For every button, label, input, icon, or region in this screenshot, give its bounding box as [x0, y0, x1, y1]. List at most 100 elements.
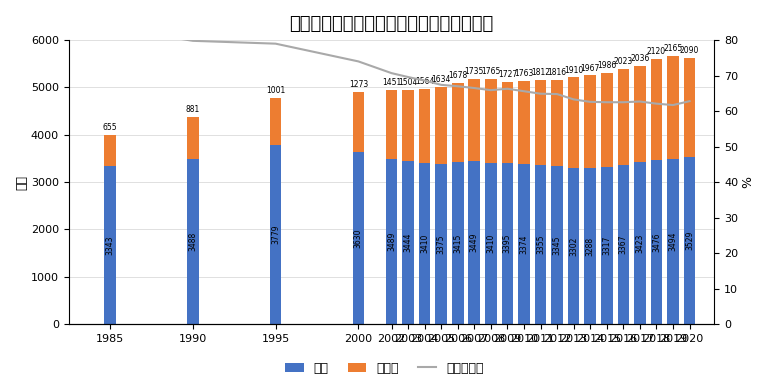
Bar	[651, 160, 662, 324]
Bar	[518, 81, 530, 165]
非正規割合	[685, 99, 694, 103]
Text: 1634: 1634	[431, 75, 451, 84]
Bar	[551, 166, 563, 324]
Text: 3395: 3395	[503, 234, 512, 254]
非正規割合	[619, 100, 628, 105]
Text: 3529: 3529	[685, 231, 694, 250]
非正規割合	[585, 99, 594, 104]
Text: 3410: 3410	[420, 234, 429, 253]
非正規割合	[503, 87, 512, 91]
Bar	[618, 69, 629, 165]
Bar	[684, 58, 695, 157]
Text: 1816: 1816	[548, 68, 567, 77]
Bar	[105, 135, 116, 166]
Text: 1564: 1564	[415, 77, 434, 86]
Bar	[468, 79, 480, 161]
Text: 3415: 3415	[453, 234, 462, 253]
非正規割合	[453, 84, 462, 89]
Text: 3494: 3494	[668, 232, 677, 251]
非正規割合	[354, 59, 363, 64]
Bar	[435, 87, 447, 164]
Bar	[105, 166, 116, 324]
Text: 1986: 1986	[597, 61, 617, 70]
Text: 1001: 1001	[266, 86, 285, 95]
Text: 3345: 3345	[553, 235, 561, 255]
Bar	[386, 159, 398, 324]
Text: 1735: 1735	[464, 67, 484, 76]
Text: 1504: 1504	[398, 78, 418, 87]
非正規割合	[668, 103, 677, 107]
非正規割合	[536, 91, 545, 96]
Text: 3302: 3302	[569, 236, 578, 255]
Bar	[452, 83, 464, 163]
Text: 2090: 2090	[680, 46, 699, 55]
Bar	[187, 117, 198, 159]
Text: 3476: 3476	[652, 232, 661, 252]
非正規割合	[387, 71, 396, 75]
Text: 3410: 3410	[486, 234, 495, 253]
Text: 1763: 1763	[514, 69, 534, 78]
Bar	[634, 66, 646, 162]
非正規割合	[271, 41, 280, 46]
Y-axis label: 万人: 万人	[15, 175, 28, 190]
Bar	[187, 159, 198, 324]
非正規割合	[569, 97, 578, 102]
Bar	[534, 80, 546, 165]
Text: 3444: 3444	[404, 233, 412, 252]
非正規割合	[652, 101, 661, 106]
Bar	[667, 56, 679, 159]
非正規割合	[635, 99, 644, 104]
Bar	[534, 165, 546, 324]
Bar	[551, 80, 563, 166]
Text: 3489: 3489	[387, 232, 396, 251]
非正規割合	[188, 39, 198, 43]
非正規割合	[420, 78, 429, 83]
Bar	[568, 168, 579, 324]
Text: 3423: 3423	[635, 233, 644, 253]
Bar	[435, 164, 447, 324]
Text: 1910: 1910	[564, 66, 583, 74]
Bar	[402, 161, 414, 324]
Bar	[518, 165, 530, 324]
Text: 2120: 2120	[647, 48, 666, 57]
Text: 3375: 3375	[437, 234, 446, 254]
Line: 非正規割合: 非正規割合	[110, 27, 690, 105]
Bar	[584, 75, 596, 168]
Bar	[485, 79, 497, 163]
Text: 1273: 1273	[349, 80, 368, 89]
Bar	[270, 145, 281, 324]
Bar	[270, 98, 281, 145]
Text: 3343: 3343	[105, 235, 115, 255]
Bar	[386, 90, 398, 159]
Text: 3488: 3488	[188, 232, 198, 251]
非正規割合	[602, 100, 611, 105]
Text: 2036: 2036	[630, 54, 650, 63]
非正規割合	[437, 83, 446, 87]
Legend: 正規, 非正規, 非正規割合: 正規, 非正規, 非正規割合	[280, 357, 489, 380]
Text: 3779: 3779	[271, 225, 280, 245]
非正規割合	[486, 88, 495, 92]
Text: 655: 655	[103, 123, 118, 132]
Text: 1967: 1967	[581, 64, 600, 73]
Bar	[501, 163, 513, 324]
Bar	[402, 90, 414, 161]
Text: 2023: 2023	[614, 57, 633, 66]
Bar	[468, 161, 480, 324]
Bar	[485, 163, 497, 324]
Text: 3288: 3288	[586, 237, 594, 256]
非正規割合	[105, 25, 115, 30]
非正規割合	[552, 92, 561, 96]
Bar	[568, 77, 579, 168]
Text: 1727: 1727	[498, 70, 517, 79]
Text: 1678: 1678	[448, 71, 468, 80]
Bar	[601, 167, 613, 324]
Bar	[667, 159, 679, 324]
Text: 3374: 3374	[520, 234, 528, 254]
Text: 2165: 2165	[664, 44, 683, 53]
Text: 3449: 3449	[470, 233, 479, 252]
Y-axis label: %: %	[741, 176, 754, 188]
Bar	[353, 92, 365, 152]
Text: 3355: 3355	[536, 235, 545, 254]
Text: 881: 881	[185, 105, 200, 114]
Bar	[419, 89, 431, 163]
